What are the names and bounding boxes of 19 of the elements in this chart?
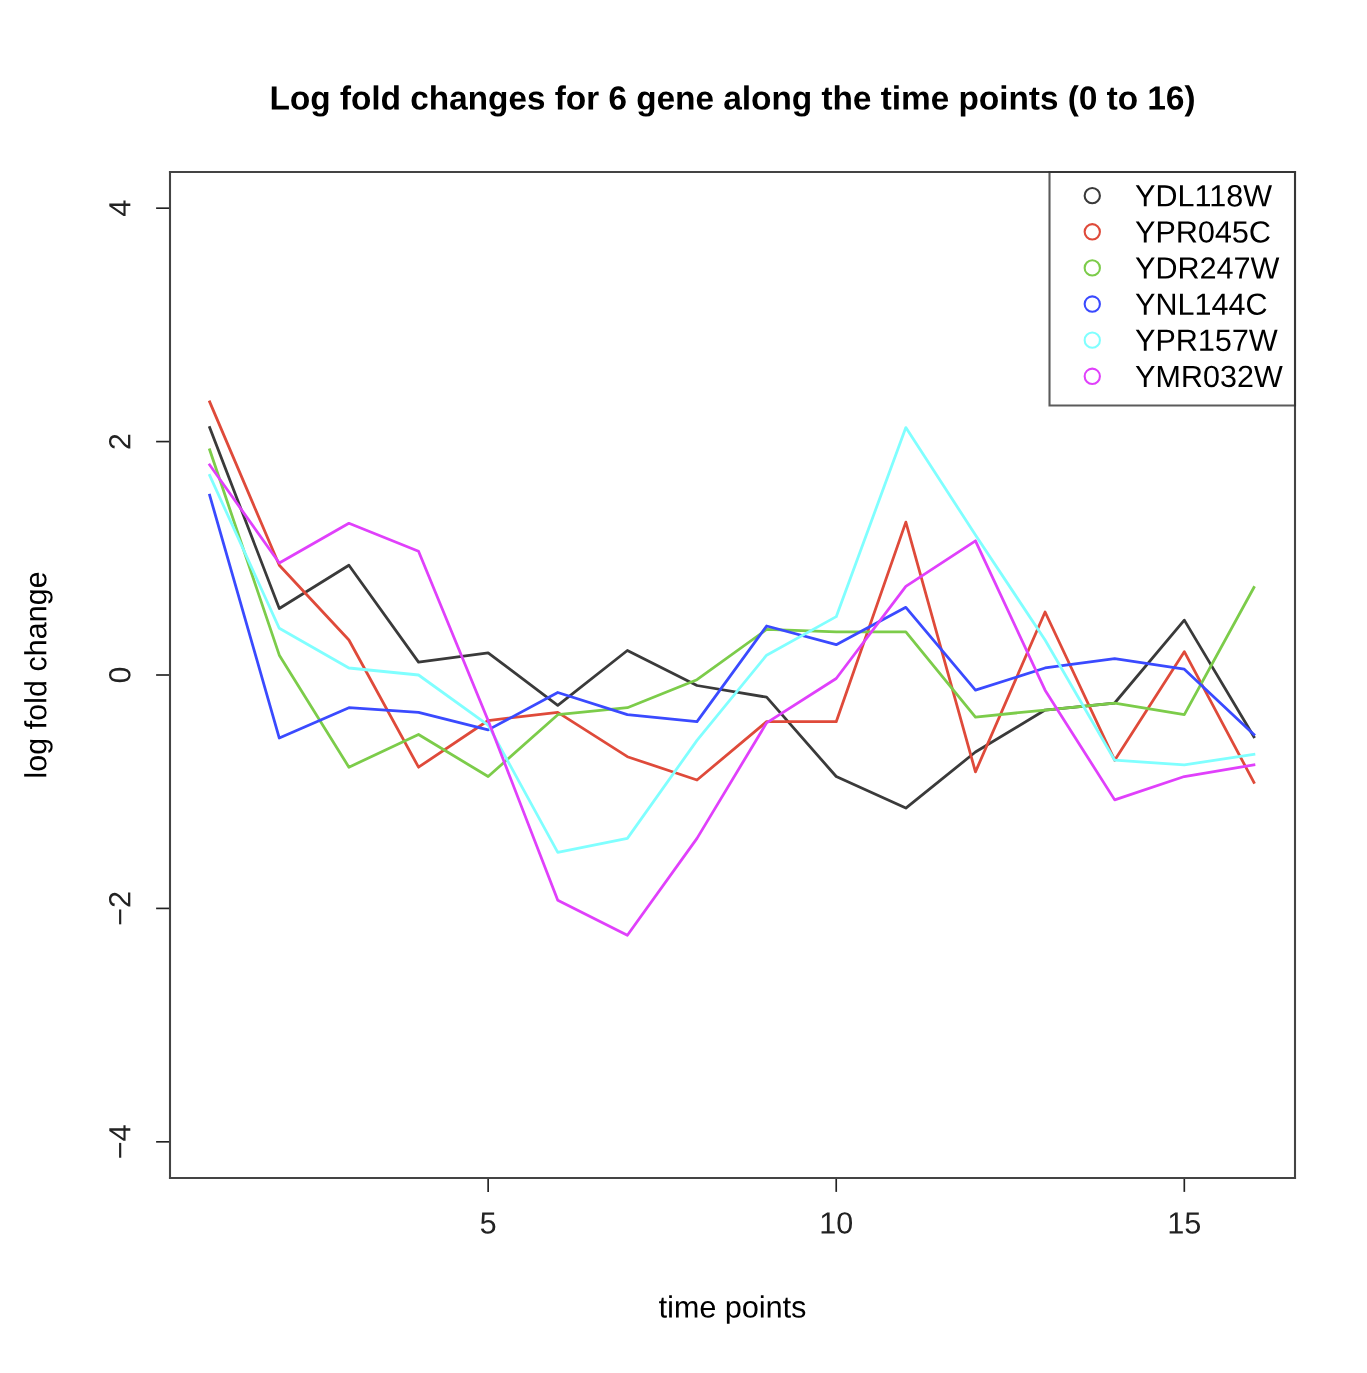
line-series — [208, 493, 1256, 740]
y-tick-label: −2 — [108, 892, 131, 925]
x-tick-label: 10 — [821, 1212, 853, 1234]
legend-label: YDR247W — [1135, 257, 1280, 279]
line-series — [208, 463, 1256, 937]
legend-label: YPR157W — [1135, 329, 1278, 352]
y-tick-label: −4 — [109, 1125, 131, 1158]
legend-label: YNL144C — [1135, 293, 1267, 316]
chart-title: Log fold changes for 6 gene along the time points (0 to 16) — [271, 85, 1194, 117]
legend-label: YDL118W — [1135, 185, 1272, 207]
y-tick-label: 0 — [108, 667, 131, 683]
y-axis-title: log fold change — [24, 572, 53, 777]
x-tick-label: 5 — [480, 1212, 496, 1234]
x-tick-label: 15 — [1169, 1212, 1201, 1234]
x-axis-title: time points — [659, 1295, 806, 1324]
y-tick-label: 2 — [108, 434, 131, 449]
y-tick-label: 4 — [109, 200, 131, 216]
legend-label: YPR045C — [1135, 221, 1270, 243]
legend-label: YMR032W — [1135, 365, 1283, 388]
